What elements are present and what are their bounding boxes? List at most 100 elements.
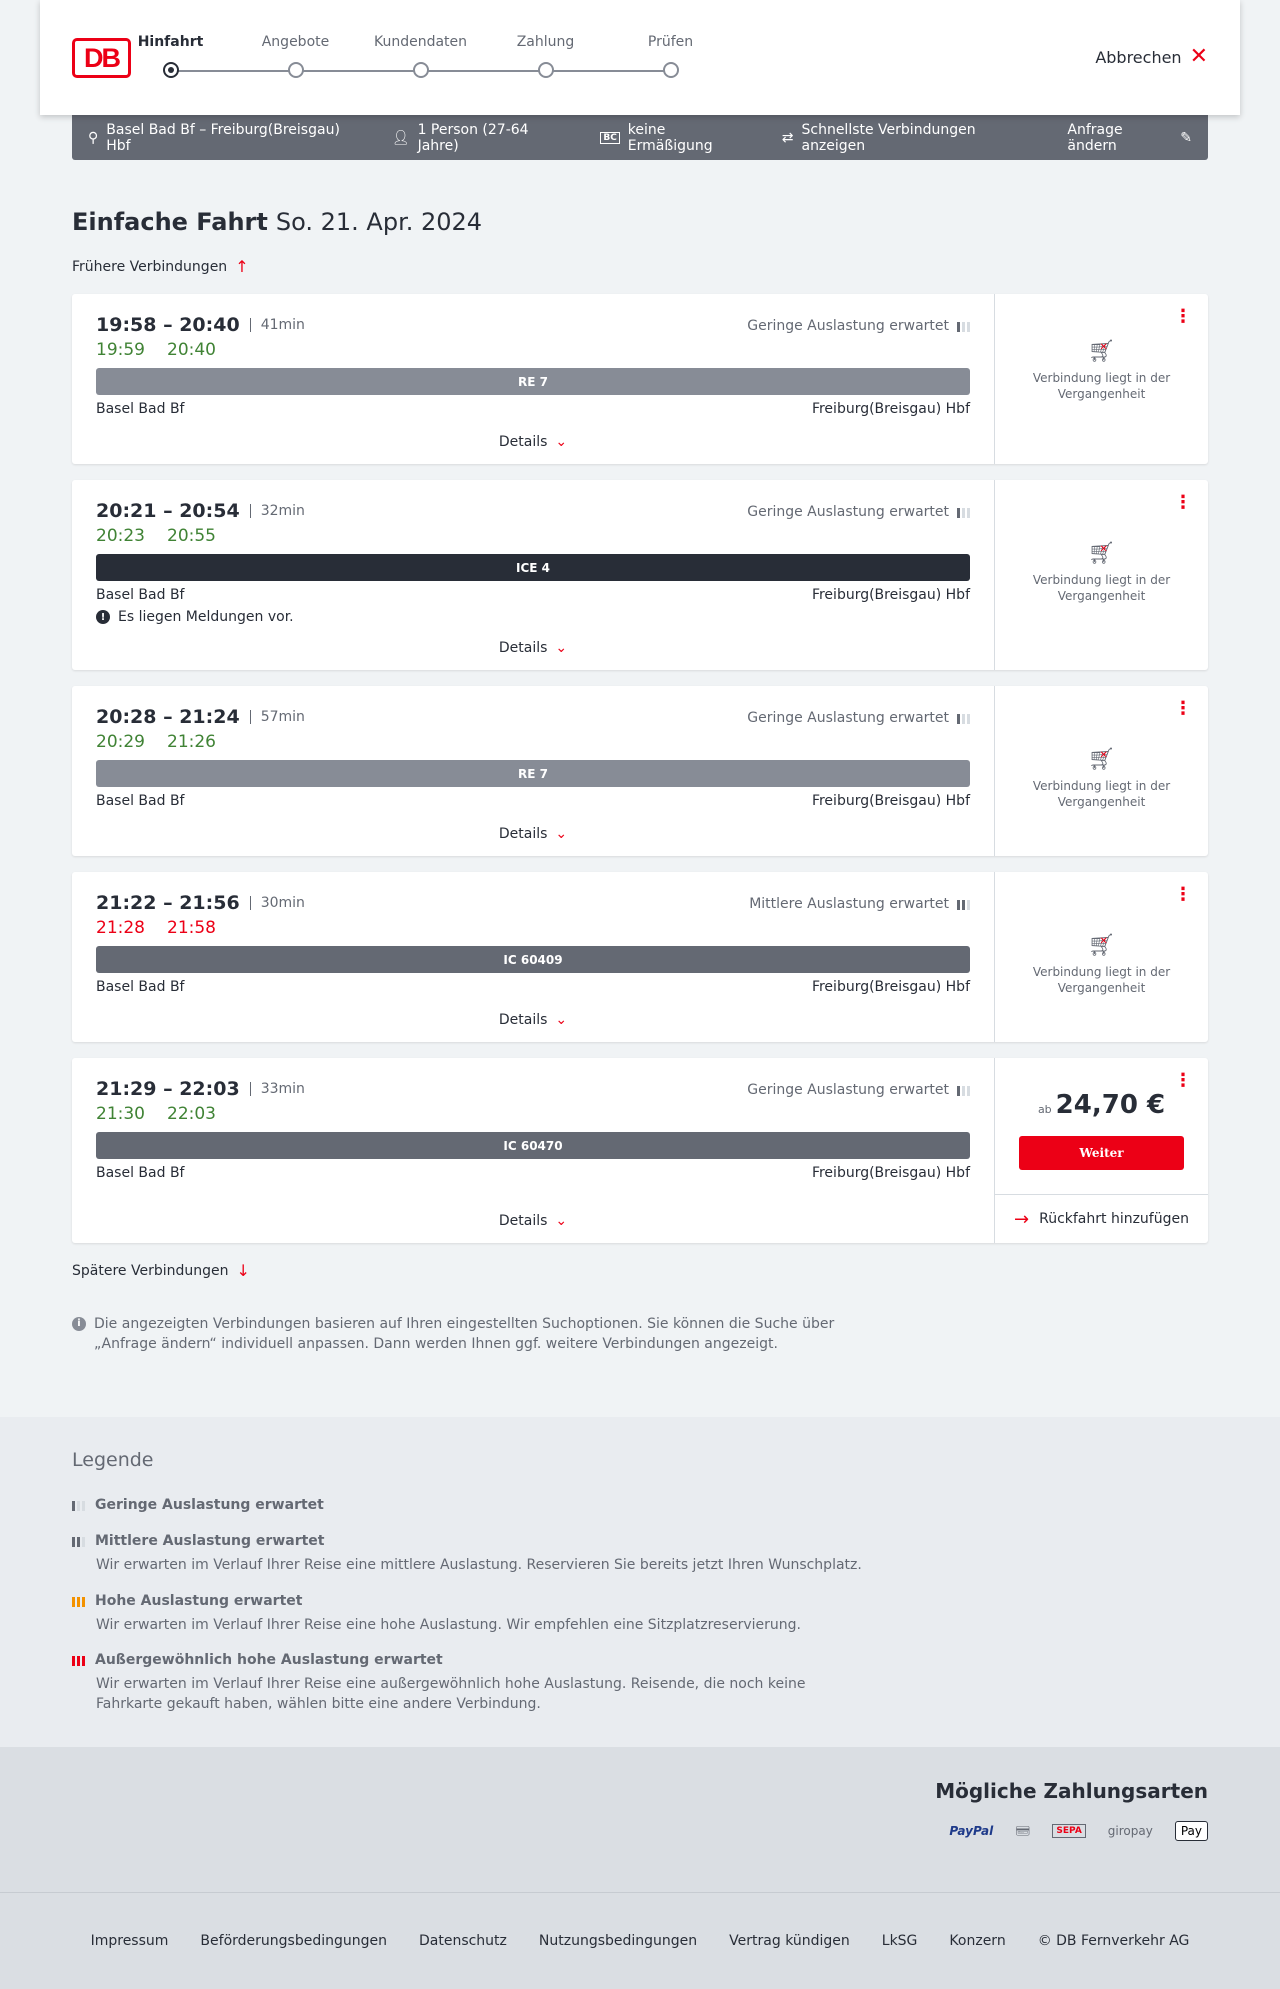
realtime-departure: 20:29	[96, 732, 145, 752]
stations: Basel Bad Bf Freiburg(Breisgau) Hbf	[96, 793, 970, 809]
offer-panel: ⋮ 🛒︎ ✕ Verbindung liegt in der Vergangenhei…	[994, 872, 1208, 1042]
details-toggle[interactable]: Details ⌄	[72, 434, 994, 450]
db-logo[interactable]: DB	[72, 38, 131, 78]
more-options-icon[interactable]: ⋮	[1174, 884, 1192, 905]
cart-unavailable-icon: 🛒︎ ✕	[1087, 339, 1116, 364]
step-zahlung: Zahlung	[483, 34, 608, 78]
planned-times: 20:28 – 21:24 57min	[96, 706, 970, 728]
info-icon: i	[72, 1317, 86, 1331]
train-line-bar[interactable]: RE 7	[96, 368, 970, 395]
chevron-down-icon: ⌄	[555, 640, 568, 656]
footer-link[interactable]: Impressum	[90, 1933, 169, 1949]
arrival-station: Freiburg(Breisgau) Hbf	[811, 587, 970, 603]
more-options-icon[interactable]: ⋮	[1174, 1070, 1192, 1091]
details-toggle[interactable]: Details ⌄	[72, 826, 994, 842]
footer-link[interactable]: Datenschutz	[418, 1933, 507, 1949]
legend-section: Legende Geringe Auslastung erwartet Mittl…	[0, 1417, 1280, 1747]
duration: 32min	[249, 504, 305, 518]
departure-station: Basel Bad Bf	[96, 1165, 185, 1181]
legend-item-title: Außergewöhnlich hohe Auslastung erwartet	[72, 1652, 872, 1668]
legend-title: Legende	[72, 1449, 154, 1471]
realtime-times: 21:30 22:03	[96, 1104, 970, 1124]
edit-request-button[interactable]: Anfrage ändern ✎	[1067, 121, 1193, 154]
legend-item: Mittlere Auslastung erwartet Wir erwarten…	[72, 1533, 872, 1575]
legend-item: Geringe Auslastung erwartet	[72, 1497, 872, 1513]
occupancy-icon	[957, 320, 970, 332]
stations: Basel Bad Bf Freiburg(Breisgau) Hbf	[96, 587, 970, 603]
arrow-down-icon: ↓	[236, 1261, 250, 1280]
contactless-card-icon: 💳︎	[1015, 1824, 1031, 1838]
apple-pay-icon: Pay	[1174, 1821, 1208, 1841]
duration: 57min	[249, 710, 305, 724]
realtime-times: 20:23 20:55	[96, 526, 970, 546]
logo-text: DB	[84, 42, 121, 73]
continue-button[interactable]: Weiter	[1019, 1136, 1184, 1170]
more-options-icon[interactable]: ⋮	[1174, 698, 1192, 719]
past-connection-notice: 🛒︎ ✕ Verbindung liegt in der Vergangenheit	[995, 747, 1208, 810]
legend-item-description: Wir erwarten im Verlauf Ihrer Reise eine…	[96, 1617, 801, 1633]
later-connections-link[interactable]: Spätere Verbindungen ↓	[72, 1261, 250, 1280]
discount-summary: BC keine Ermäßigung	[600, 122, 749, 154]
train-line-bar[interactable]: ICE 4	[96, 554, 970, 581]
realtime-departure: 20:23	[96, 526, 145, 546]
cancel-button[interactable]: Abbrechen ✕	[1095, 46, 1208, 68]
offer-panel: ⋮ 🛒︎ ✕ Verbindung liegt in der Vergangenhei…	[994, 480, 1208, 670]
chevron-down-icon: ⌄	[555, 1012, 568, 1028]
footer-link[interactable]: Vertrag kündigen	[729, 1933, 850, 1949]
legend-title-text: Hohe Auslastung erwartet	[95, 1593, 303, 1609]
details-toggle[interactable]: Details ⌄	[72, 640, 994, 656]
location-pin-icon: ⚲	[88, 129, 99, 146]
duration: 41min	[249, 318, 305, 332]
details-label: Details	[498, 640, 548, 656]
cart-unavailable-icon: 🛒︎ ✕	[1087, 747, 1116, 772]
cart-unavailable-icon: 🛒︎ ✕	[1087, 933, 1116, 958]
planned-time-range: 21:29 – 22:03	[96, 1078, 240, 1100]
fastest-summary: ⇄ Schnellste Verbindungen anzeigen	[781, 121, 976, 154]
x-icon: ✕	[1099, 750, 1108, 761]
travel-date: So. 21. Apr. 2024	[275, 208, 483, 236]
price-prefix: ab	[1037, 1103, 1052, 1116]
giropay-icon: giropay	[1107, 1824, 1153, 1838]
search-summary-bar: ⚲ Basel Bad Bf – Freiburg(Breisgau) Hbf 👤…	[72, 115, 1208, 160]
earlier-connections-link[interactable]: Frühere Verbindungen ↑	[72, 257, 249, 276]
realtime-departure: 21:30	[96, 1104, 145, 1124]
details-toggle[interactable]: Details ⌄	[72, 1213, 994, 1229]
train-line-bar[interactable]: RE 7	[96, 760, 970, 787]
footer-link[interactable]: Beförderungsbedingungen	[200, 1933, 387, 1949]
offer-panel: ⋮ ab 24,70 € Weiter → Rückfahrt hinzufügen	[994, 1058, 1208, 1243]
payment-methods-section: Mögliche Zahlungsarten PayPal 💳︎ SEPA girop…	[0, 1747, 1280, 1893]
disruption-message[interactable]: ! Es liegen Meldungen vor.	[96, 609, 970, 625]
more-options-icon[interactable]: ⋮	[1174, 306, 1192, 327]
planned-time-range: 20:21 – 20:54	[96, 500, 240, 522]
legend-item: Außergewöhnlich hohe Auslastung erwartet…	[72, 1652, 872, 1714]
occupancy-icon	[72, 1535, 85, 1547]
arrival-station: Freiburg(Breisgau) Hbf	[811, 979, 970, 995]
stations: Basel Bad Bf Freiburg(Breisgau) Hbf	[96, 979, 970, 995]
realtime-times: 19:59 20:40	[96, 340, 970, 360]
train-line-bar[interactable]: IC 60409	[96, 946, 970, 973]
step-angebote: Angebote	[233, 34, 358, 78]
past-label: Verbindung liegt in der Vergangenheit	[1032, 573, 1171, 603]
arrival-station: Freiburg(Breisgau) Hbf	[811, 1165, 970, 1181]
past-connection-notice: 🛒︎ ✕ Verbindung liegt in der Vergangenheit	[995, 339, 1208, 402]
x-icon: ✕	[1099, 544, 1108, 555]
x-icon: ✕	[1099, 342, 1108, 353]
footer-link[interactable]: Konzern	[949, 1933, 1006, 1949]
add-return-trip-button[interactable]: → Rückfahrt hinzufügen	[995, 1194, 1208, 1243]
footer-link[interactable]: LkSG	[881, 1933, 918, 1949]
payment-title: Mögliche Zahlungsarten	[935, 1779, 1208, 1803]
price-value: 24,70 €	[1055, 1090, 1166, 1120]
occupancy-icon	[72, 1654, 85, 1666]
occupancy-label: Mittlere Auslastung erwartet	[749, 896, 949, 912]
footer: Impressum Beförderungsbedingungen Datensch…	[0, 1893, 1280, 1989]
details-toggle[interactable]: Details ⌄	[72, 1012, 994, 1028]
footer-link[interactable]: Nutzungsbedingungen	[538, 1933, 698, 1949]
chevron-down-icon: ⌄	[555, 1213, 568, 1229]
arrival-station: Freiburg(Breisgau) Hbf	[811, 401, 970, 417]
train-line-bar[interactable]: IC 60470	[96, 1132, 970, 1159]
footer-link: © DB Fernverkehr AG	[1037, 1933, 1190, 1949]
step-kundendaten: Kundendaten	[358, 34, 483, 78]
planned-time-range: 21:22 – 21:56	[96, 892, 240, 914]
occupancy-icon	[957, 898, 970, 910]
more-options-icon[interactable]: ⋮	[1174, 492, 1192, 513]
